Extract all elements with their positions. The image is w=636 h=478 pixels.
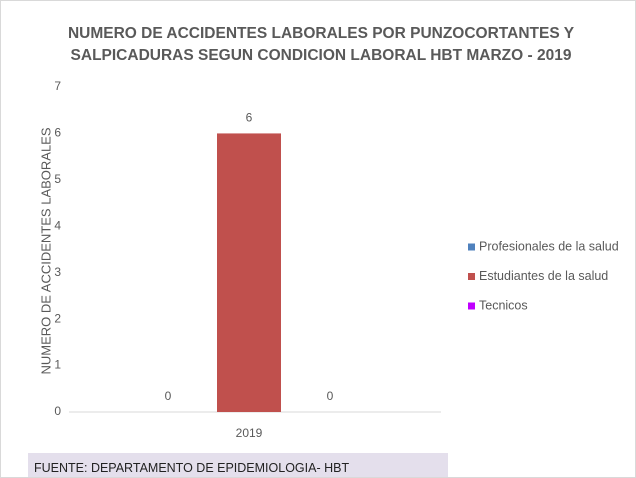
value-label: 0 [165,389,172,403]
y-tick-label: 1 [54,358,61,372]
y-tick-label: 3 [54,265,61,279]
y-tick-label: 6 [54,126,61,140]
y-tick-label: 4 [54,218,61,232]
y-tick-label: 5 [54,172,61,186]
legend-swatch [468,243,475,251]
bar [217,133,281,412]
value-label: 6 [246,111,253,125]
legend-label: Estudiantes de la salud [479,269,608,283]
legend-swatch [468,273,475,280]
y-tick-label: 0 [54,404,61,418]
chart-title: NUMERO DE ACCIDENTES LABORALES POR PUNZO… [67,25,575,64]
value-label: 0 [327,389,334,403]
legend-label: Tecnicos [479,298,528,312]
x-tick-label: 2019 [236,426,263,440]
y-tick-label: 2 [54,311,61,325]
legend-swatch [468,302,475,310]
source-note: FUENTE: DEPARTAMENTO DE EPIDEMIOLOGIA- H… [28,453,448,477]
legend-label: Profesionales de la salud [479,239,619,253]
y-tick-label: 7 [54,79,61,93]
y-axis-label: NUMERO DE ACCIDENTES LABORALES [38,127,53,374]
